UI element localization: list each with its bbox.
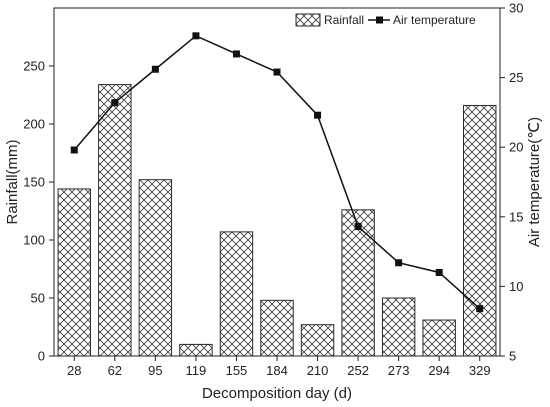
y2-tick-label: 20	[509, 140, 523, 155]
temperature-series-line	[73, 34, 481, 310]
rainfall-bar	[260, 299, 294, 357]
temperature-point	[232, 50, 240, 58]
x-tick-label: 155	[226, 363, 248, 378]
x-axis-ticks: 28 62 95 119 155 184 210 252 273 294 329	[67, 356, 491, 378]
rainfall-bars	[57, 84, 497, 357]
x-tick-label: 184	[266, 363, 288, 378]
rainfall-bar	[138, 179, 173, 357]
y-tick-label: 150	[23, 175, 45, 190]
y2-tick-label: 15	[509, 209, 523, 224]
legend-rainfall-swatch	[295, 13, 321, 27]
x-tick-label: 119	[186, 363, 207, 378]
x-tick-label: 329	[469, 363, 491, 378]
x-tick-label: 294	[428, 363, 450, 378]
temperature-line	[70, 32, 484, 313]
temperature-point	[192, 32, 200, 40]
legend-rainfall-label: Rainfall	[324, 13, 364, 27]
y-axis-title: Rainfall(mm)	[4, 139, 21, 224]
y-tick-label: 250	[23, 59, 45, 74]
x-axis-title: Decomposition day (d)	[202, 385, 352, 402]
y2-tick-label: 10	[509, 279, 523, 294]
x-tick-label: 95	[148, 363, 162, 378]
y2-tick-label: 5	[509, 349, 516, 364]
rainfall-bar	[98, 84, 132, 357]
x-tick-label: 62	[108, 363, 122, 378]
temperature-point	[273, 68, 281, 76]
x-tick-label: 273	[388, 363, 410, 378]
rainfall-bar	[381, 297, 416, 357]
rainfall-bar	[300, 324, 335, 357]
rainfall-bar	[341, 209, 375, 357]
y-tick-label: 100	[23, 233, 45, 248]
y2-tick-label: 25	[509, 70, 523, 85]
legend-temperature-label: Air temperature	[393, 13, 476, 27]
rainfall-bar	[57, 188, 91, 357]
y2-axis-ticks: 5 10 15 20 25 30	[500, 1, 523, 364]
rainfall-bar	[179, 343, 213, 357]
y-tick-label: 0	[38, 349, 45, 364]
temperature-point	[354, 223, 362, 231]
temperature-point	[476, 305, 484, 313]
temperature-point	[435, 268, 443, 276]
x-tick-label: 252	[347, 363, 369, 378]
y-tick-label: 200	[23, 117, 45, 132]
temperature-point	[151, 65, 159, 73]
y2-tick-label: 30	[509, 1, 523, 16]
temperature-point	[314, 111, 322, 119]
temperature-point	[111, 99, 119, 107]
temperature-point	[395, 259, 403, 267]
x-tick-label: 210	[307, 363, 329, 378]
legend-temperature-marker	[376, 16, 383, 24]
rainfall-bar	[219, 231, 254, 357]
temperature-point	[70, 146, 78, 154]
legend: Rainfall Air temperature	[295, 13, 476, 27]
x-tick-label: 28	[67, 363, 81, 378]
y2-axis-title: Air temperature(℃)	[526, 117, 543, 247]
rainfall-bar	[422, 319, 456, 357]
rainfall-bar	[463, 104, 497, 357]
y-axis-ticks: 0 50 100 150 200 250	[23, 59, 54, 364]
y-tick-label: 50	[31, 291, 45, 306]
